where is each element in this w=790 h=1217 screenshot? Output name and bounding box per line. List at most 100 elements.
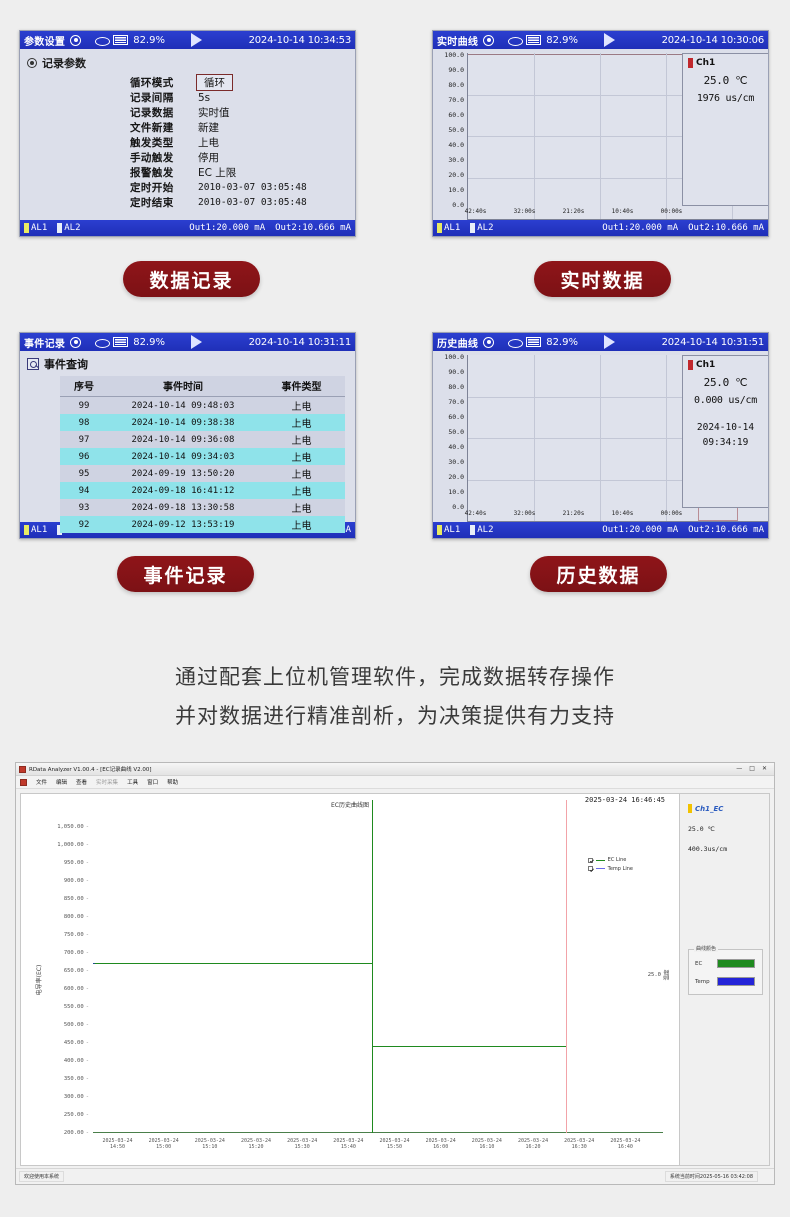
cell-type: 上电 <box>258 414 345 431</box>
y-tick: 60.0 <box>448 413 464 421</box>
cell-index: 96 <box>60 448 108 465</box>
parameter-value[interactable]: 新建 <box>198 122 219 134</box>
y-tick: 80.0 <box>448 81 464 89</box>
legend-item-temp[interactable]: Temp Line <box>587 865 633 874</box>
device-content: 100.0 90.0 80.0 70.0 60.0 50.0 40.0 30.0… <box>433 49 768 220</box>
parameter-row[interactable]: 定时开始 2010-03-07 03:05:48 <box>130 180 355 195</box>
x-tick: 21:20s <box>562 510 585 517</box>
document-icon <box>20 778 27 786</box>
parameter-label: 文件新建 <box>130 122 174 134</box>
search-icon[interactable] <box>27 358 39 370</box>
cell-time: 2024-10-14 09:38:38 <box>108 414 258 431</box>
alarm2-label: AL2 <box>477 525 494 535</box>
y-tick: 650.00 <box>35 968 89 974</box>
parameter-row[interactable]: 记录数据 实时值 <box>130 105 355 120</box>
menu-item-realtime-acquire: 实时采集 <box>96 780 119 786</box>
temperature-value: 25.0 ℃ <box>703 74 748 87</box>
table-row[interactable]: 92 2024-09-12 13:53:19 上电 <box>60 516 345 533</box>
x-tick: 00:00s <box>660 208 683 215</box>
cell-index: 93 <box>60 499 108 516</box>
x-tick: 2025-03-24 15:50 <box>379 1137 410 1151</box>
legend-checkbox-temp[interactable] <box>587 866 593 872</box>
y-tick: 10.0 <box>448 488 464 496</box>
parameter-row[interactable]: 文件新建 新建 <box>130 120 355 135</box>
legend-checkbox-ec[interactable] <box>587 857 593 863</box>
menu-item-file[interactable]: 文件 <box>36 780 48 786</box>
legend-swatch-ec <box>595 859 605 861</box>
cell-time: 2024-10-14 09:34:03 <box>108 448 258 465</box>
y-tick: 0.0 <box>452 201 464 209</box>
window-titlebar[interactable]: RData Analyzer V1.00.4 - [EC记录曲线 V2.00] … <box>16 763 774 776</box>
alarm1-indicator-icon <box>437 223 442 233</box>
grid-line-horizontal <box>468 136 768 137</box>
device-title: 事件记录 <box>24 338 66 350</box>
table-row[interactable]: 95 2024-09-19 13:50:20 上电 <box>60 465 345 482</box>
minimize-button[interactable]: — <box>736 765 743 772</box>
table-row[interactable]: 94 2024-09-18 16:41:12 上电 <box>60 482 345 499</box>
parameter-row[interactable]: 手动触发 停用 <box>130 150 355 165</box>
x-tick: 2025-03-24 14:50 <box>102 1137 133 1151</box>
marker-line-pink <box>566 800 568 1133</box>
color-row-temp[interactable]: Temp <box>695 977 756 986</box>
maximize-button[interactable]: □ <box>749 765 755 772</box>
device-content: 记录参数 循环模式 循环 记录间隔 5s 记录数据 实时值 文件新建 新建 <box>20 49 355 220</box>
device-title: 实时曲线 <box>437 36 479 48</box>
parameter-row[interactable]: 触发类型 上电 <box>130 135 355 150</box>
color-label-temp: Temp <box>695 978 710 985</box>
parameter-value[interactable]: 上电 <box>198 137 219 149</box>
cell-index: 92 <box>60 516 108 533</box>
color-swatch-ec[interactable] <box>717 959 755 968</box>
parameter-value[interactable]: 实时值 <box>198 107 230 119</box>
parameter-value[interactable]: 2010-03-07 03:05:48 <box>198 182 307 193</box>
color-row-ec[interactable]: EC <box>695 959 756 968</box>
cell-time: 2024-10-14 09:48:03 <box>108 396 258 414</box>
color-swatch-temp[interactable] <box>717 977 755 986</box>
parameter-value[interactable]: 5s <box>198 91 211 104</box>
section-header: 事件查询 <box>20 351 355 372</box>
cell-time: 2024-09-12 13:53:19 <box>108 516 258 533</box>
table-row[interactable]: 97 2024-10-14 09:36:08 上电 <box>60 431 345 448</box>
column-header-index: 序号 <box>60 376 108 397</box>
y-tick: 600.00 <box>35 986 89 992</box>
output2-value: Out2:10.666 mA <box>688 223 764 233</box>
parameter-value[interactable]: 2010-03-07 03:05:48 <box>198 197 307 208</box>
menubar: 文件 编辑 查看 实时采集 工具 窗口 帮助 <box>16 776 774 789</box>
y-tick: 60.0 <box>448 111 464 119</box>
marketing-line-2: 并对数据进行精准剖析，为决策提供有力支持 <box>175 704 615 728</box>
parameter-value[interactable]: 循环 <box>196 74 233 91</box>
menu-item-tools[interactable]: 工具 <box>127 780 139 786</box>
y-tick: 90.0 <box>448 368 464 376</box>
target-icon <box>483 34 495 46</box>
x-tick: 00:00s <box>660 510 683 517</box>
menu-item-help[interactable]: 帮助 <box>167 780 179 786</box>
parameter-row[interactable]: 循环模式 循环 <box>130 74 355 91</box>
table-row[interactable]: 96 2024-10-14 09:34:03 上电 <box>60 448 345 465</box>
chart-y-axis: 100.0 90.0 80.0 70.0 60.0 50.0 40.0 30.0… <box>433 49 467 220</box>
battery-icon <box>526 337 542 347</box>
device-statusbar-top: 参数设置 82.9% 2024-10-14 10:34:53 <box>20 31 355 49</box>
cell-type: 上电 <box>258 482 345 499</box>
table-row[interactable]: 99 2024-10-14 09:48:03 上电 <box>60 396 345 414</box>
table-row[interactable]: 98 2024-10-14 09:38:38 上电 <box>60 414 345 431</box>
menu-item-edit[interactable]: 编辑 <box>56 780 68 786</box>
parameter-value[interactable]: EC 上限 <box>198 167 237 179</box>
device-statusbar-top: 事件记录 82.9% 2024-10-14 10:31:11 <box>20 333 355 351</box>
parameter-value[interactable]: 停用 <box>198 152 219 164</box>
chart-canvas: EC历史曲线图 2025-03-24 16:46:45 电导率(EC) 1,05… <box>20 793 770 1166</box>
close-button[interactable]: ✕ <box>761 765 767 772</box>
legend-item-ec[interactable]: EC Line <box>587 856 633 865</box>
menu-item-view[interactable]: 查看 <box>76 780 88 786</box>
alarm1-indicator-icon <box>437 525 442 535</box>
output1-value: Out1:20.000 mA <box>602 525 679 535</box>
battery-percent: 82.9% <box>133 34 165 46</box>
alarm2-indicator-icon <box>470 525 476 535</box>
menu-item-window[interactable]: 窗口 <box>147 780 159 786</box>
play-icon <box>190 335 202 349</box>
parameter-row[interactable]: 定时结束 2010-03-07 03:05:48 <box>130 195 355 210</box>
y-tick: 300.00 <box>35 1094 89 1100</box>
parameter-row[interactable]: 报警触发 EC 上限 <box>130 165 355 180</box>
parameter-row[interactable]: 记录间隔 5s <box>130 90 355 105</box>
chart-plot-area[interactable]: 25.0 温度 2025-03-24 14:50 2025-03-24 15:00 … <box>93 800 670 1150</box>
table-row[interactable]: 93 2024-09-18 13:30:58 上电 <box>60 499 345 516</box>
temperature-value: 25.0 ℃ <box>703 376 748 389</box>
